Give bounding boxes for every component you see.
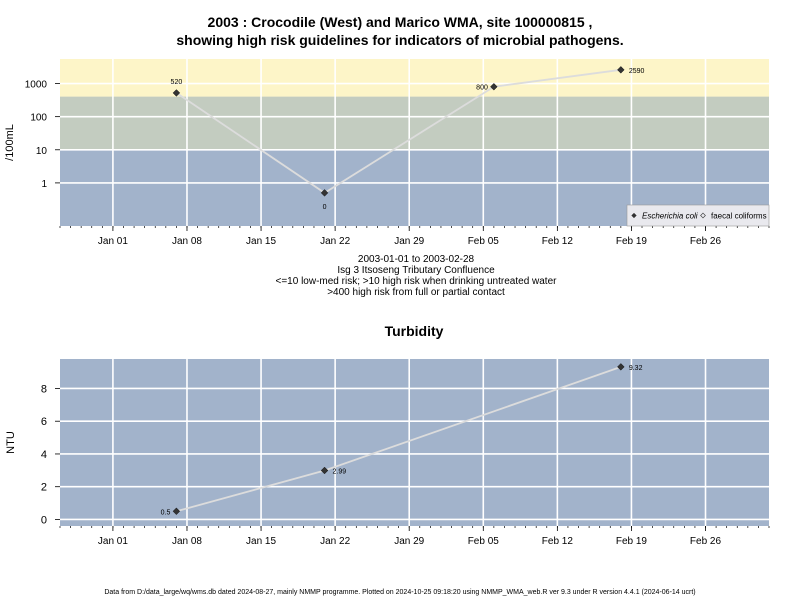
chart-title-line2: showing high risk guidelines for indicat… bbox=[176, 32, 624, 48]
data-point bbox=[320, 466, 329, 475]
data-point bbox=[172, 89, 181, 97]
x-tick-label: Jan 01 bbox=[98, 236, 128, 247]
x-tick-label: Feb 12 bbox=[542, 236, 574, 247]
legend-label-ecoli: Escherichia coli bbox=[642, 212, 698, 221]
footer-note: Data from D:/data_large/wq/wms.db dated … bbox=[104, 589, 696, 596]
y-tick-label: 1 bbox=[41, 179, 47, 190]
plot-background bbox=[60, 359, 769, 526]
x-tick-label: Jan 22 bbox=[320, 536, 350, 547]
x-tick-label: Jan 15 bbox=[246, 536, 276, 547]
risk-guideline-drinking: <=10 low-med risk; >10 high risk when dr… bbox=[275, 276, 557, 287]
x-tick-label: Jan 29 bbox=[394, 236, 424, 247]
turbidity-chart: Turbidity Jan 01 Jan 08 Jan 15 Jan 22 Jan 29 F… bbox=[5, 323, 770, 547]
x-tick-label: Jan 15 bbox=[246, 236, 276, 247]
x-tick-label: Feb 19 bbox=[616, 536, 648, 547]
x-tick-label: Jan 29 bbox=[394, 536, 424, 547]
x-tick-label: Feb 05 bbox=[468, 536, 500, 547]
data-point bbox=[172, 507, 181, 515]
series-line bbox=[175, 68, 622, 194]
data-point bbox=[617, 363, 625, 371]
data-label: 800 bbox=[476, 85, 488, 92]
y-tick-label: 0 bbox=[41, 514, 47, 526]
y-tick-label: 10 bbox=[36, 146, 48, 157]
legend-label-faecal: faecal coliforms bbox=[711, 212, 767, 221]
legend-marker-faecal bbox=[700, 212, 706, 219]
data-label: 9.32 bbox=[629, 365, 643, 372]
data-label: 2.99 bbox=[333, 468, 347, 475]
legend-box bbox=[626, 204, 770, 227]
date-range-text: 2003-01-01 to 2003-02-28 bbox=[357, 254, 475, 265]
x-tick-label: Feb 05 bbox=[468, 236, 500, 247]
x-tick-label: Feb 12 bbox=[542, 536, 574, 547]
x-tick-label: Jan 08 bbox=[172, 236, 202, 247]
risk-band-1 bbox=[60, 96, 769, 150]
legend-marker-ecoli bbox=[631, 212, 637, 219]
data-point bbox=[490, 83, 498, 91]
x-tick-label: Feb 26 bbox=[690, 536, 722, 547]
y-axis-label: /100mL bbox=[4, 124, 16, 161]
y-tick-label: 8 bbox=[41, 383, 47, 395]
x-tick-label: Jan 01 bbox=[98, 536, 128, 547]
data-label: 0 bbox=[323, 204, 327, 211]
data-label: 2590 bbox=[629, 68, 645, 75]
x-tick-label: Jan 08 bbox=[172, 536, 202, 547]
x-tick-label: Jan 22 bbox=[320, 236, 350, 247]
y-tick-label: 6 bbox=[41, 416, 47, 428]
risk-guideline-contact: >400 high risk from full or partial cont… bbox=[327, 287, 505, 298]
y-axis-label: NTU bbox=[5, 431, 17, 454]
site-name-text: Isg 3 Itsoseng Tributary Confluence bbox=[337, 265, 495, 276]
x-tick-label: Feb 26 bbox=[690, 236, 722, 247]
y-tick-label: 100 bbox=[30, 113, 47, 124]
data-label: 520 bbox=[171, 79, 183, 86]
data-point bbox=[320, 189, 329, 197]
data-point bbox=[617, 66, 625, 74]
y-tick-label: 1000 bbox=[25, 80, 48, 91]
chart-title-line1: 2003 : Crocodile (West) and Marico WMA, … bbox=[207, 14, 593, 30]
x-tick-label: Feb 19 bbox=[616, 236, 648, 247]
turbidity-title: Turbidity bbox=[385, 323, 444, 339]
microbial-chart: Jan 01 Jan 08 Jan 15 Jan 22 Jan 29 Feb 05 Feb … bbox=[4, 59, 770, 247]
y-tick-label: 4 bbox=[41, 449, 47, 461]
data-label: 0.5 bbox=[161, 509, 171, 516]
risk-band-2 bbox=[60, 59, 769, 97]
y-tick-label: 2 bbox=[41, 482, 47, 494]
